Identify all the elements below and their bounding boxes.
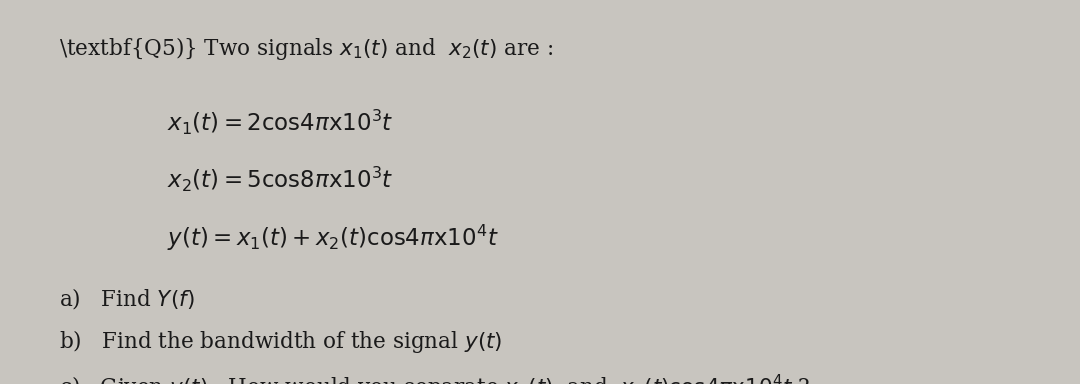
Text: $y(t) = x_1(t) + x_2(t)\mathrm{cos}4\pi\mathrm{x}10^4 t$: $y(t) = x_1(t) + x_2(t)\mathrm{cos}4\pi\…: [167, 223, 499, 253]
Text: $x_1(t) = 2\mathrm{cos}4\pi\mathrm{x}10^3 t$: $x_1(t) = 2\mathrm{cos}4\pi\mathrm{x}10^…: [167, 108, 394, 137]
Text: c)   Given $y(t)$ , How would you separate $x_1(t)$  and  $x_2(t)\mathrm{cos}4\p: c) Given $y(t)$ , How would you separate…: [59, 372, 810, 384]
Text: b)   Find the bandwidth of the signal $y(t)$: b) Find the bandwidth of the signal $y(t…: [59, 328, 503, 355]
Text: \textbf{Q5)} Two signals $x_1(t)$ and  $x_2(t)$ are :: \textbf{Q5)} Two signals $x_1(t)$ and $x…: [59, 35, 554, 61]
Text: $x_2(t) = 5\mathrm{cos}8\pi\mathrm{x}10^3 t$: $x_2(t) = 5\mathrm{cos}8\pi\mathrm{x}10^…: [167, 165, 394, 194]
Text: a)   Find $Y(f)$: a) Find $Y(f)$: [59, 286, 195, 311]
